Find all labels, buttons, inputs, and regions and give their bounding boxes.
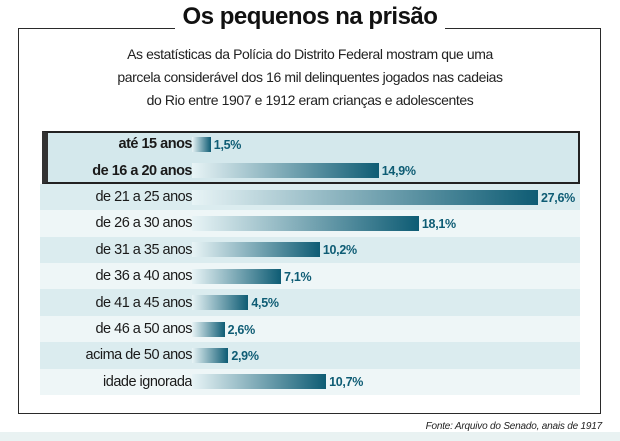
- value-label: 1,5%: [213, 137, 242, 152]
- bar: [192, 215, 419, 231]
- category-label: de 26 a 30 anos: [95, 215, 192, 232]
- row-band: [40, 263, 580, 290]
- value-label: 10,7%: [329, 375, 364, 390]
- subtitle-line-1: As estatísticas da Polícia do Distrito F…: [127, 46, 493, 62]
- value-label: 7,1%: [284, 269, 312, 284]
- bar: [192, 321, 225, 337]
- value-label: 18,1%: [421, 216, 456, 231]
- row-band: [40, 342, 580, 369]
- category-label: de 16 a 20 anos: [92, 162, 192, 179]
- bar: [192, 136, 211, 152]
- bar: [192, 374, 327, 390]
- source-note: Fonte: Arquivo do Senado, anais de 1917: [425, 421, 603, 432]
- category-label: de 36 a 40 anos: [95, 268, 192, 285]
- category-label: de 41 a 45 anos: [95, 294, 192, 311]
- bar: [192, 347, 229, 363]
- row-band: [40, 315, 580, 343]
- category-label: de 46 a 50 anos: [95, 321, 192, 337]
- category-label: idade ignorada: [103, 373, 192, 390]
- category-label: até 15 anos: [118, 136, 193, 153]
- bar: [192, 295, 249, 311]
- chart-subtitle: As estatísticas da Polícia do Distrito F…: [70, 43, 550, 112]
- category-label: de 21 a 25 anos: [95, 189, 192, 205]
- value-label: 2,6%: [227, 322, 256, 337]
- bar: [192, 189, 538, 205]
- category-label: de 31 a 35 anos: [95, 241, 192, 258]
- value-label: 14,9%: [381, 164, 416, 179]
- footer-strip: [0, 432, 620, 441]
- bar: [192, 242, 320, 258]
- row-band: [40, 289, 580, 316]
- subtitle-line-2: parcela considerável dos 16 mil delinque…: [117, 69, 503, 85]
- value-label: 4,5%: [251, 296, 279, 311]
- bar: [192, 268, 281, 284]
- bar: [192, 163, 379, 179]
- value-label: 10,2%: [322, 243, 357, 258]
- value-label: 27,6%: [541, 190, 575, 205]
- category-label: acima de 50 anos: [85, 347, 193, 364]
- chart-title: Os pequenos na prisão: [0, 3, 620, 31]
- chart-title-text: Os pequenos na prisão: [174, 3, 446, 30]
- value-label: 2,9%: [231, 348, 259, 363]
- subtitle-line-3: do Rio entre 1907 e 1912 eram crianças e…: [146, 92, 474, 108]
- bar-chart-plot: até 15 anos 1,5% de 16 a 20 anos 14,9% de 21…: [40, 131, 580, 395]
